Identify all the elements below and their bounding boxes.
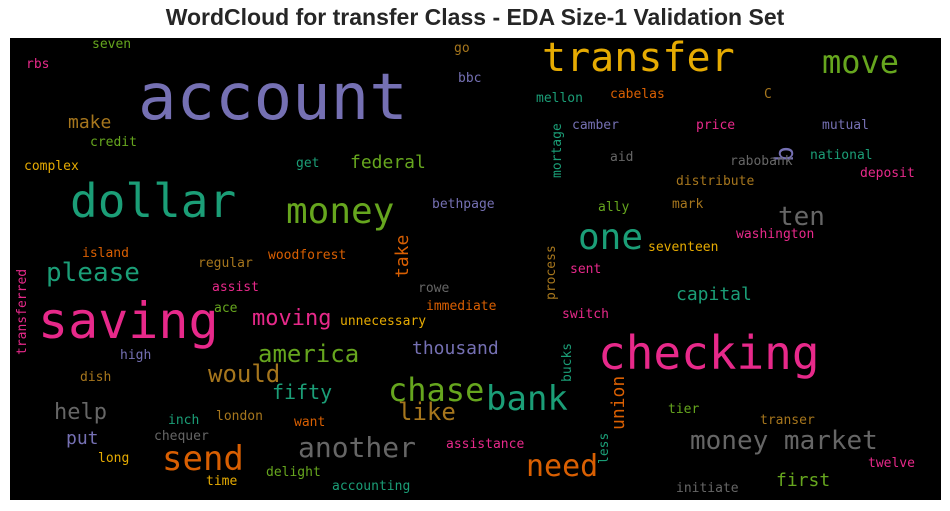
word-assist: assist (212, 280, 259, 295)
word-deposit: deposit (860, 166, 915, 181)
word-long: long (98, 451, 130, 466)
word-bethpage: bethpage (432, 197, 495, 212)
word-time: time (206, 474, 238, 489)
word-london: london (216, 409, 263, 424)
word-delight: delight (266, 465, 321, 480)
word-america: america (258, 340, 360, 368)
word-credit: credit (90, 135, 137, 150)
word-initiate: initiate (676, 481, 739, 496)
word-accounting: accounting (332, 479, 411, 494)
word-account: account (138, 61, 408, 135)
word-one: one (578, 217, 644, 258)
word-island: island (82, 246, 129, 261)
word-get: get (296, 156, 320, 171)
word-first: first (776, 470, 831, 491)
word-dollar: dollar (70, 174, 237, 228)
word-checking: checking (598, 326, 820, 380)
word-price: price (696, 118, 736, 133)
word-take: take (392, 234, 413, 278)
word-ace: ace (214, 301, 238, 316)
word-help: help (54, 400, 107, 425)
word-want: want (294, 415, 326, 430)
word-ten: ten (778, 202, 825, 232)
word-regular: regular (198, 256, 253, 271)
word-unnecessary: unnecessary (340, 314, 427, 329)
word-put: put (66, 428, 99, 449)
word-federal: federal (350, 152, 426, 173)
word-chase: chase (388, 371, 485, 409)
word-go: go (454, 41, 470, 56)
word-send: send (162, 439, 244, 479)
word-thousand: thousand (412, 338, 499, 359)
word-rbs: rbs (26, 57, 50, 72)
word-transer: transer (760, 413, 815, 428)
word-rowe: rowe (418, 281, 450, 296)
word-inch: inch (168, 413, 200, 428)
word-make: make (68, 112, 112, 133)
word-transfer: transfer (542, 38, 735, 81)
word-c: C (764, 87, 772, 102)
word-mellon: mellon (536, 91, 583, 106)
word-mutual: mutual (822, 118, 869, 133)
word-bank: bank (486, 379, 568, 419)
word-fifty: fifty (272, 380, 333, 404)
word-twelve: twelve (868, 456, 915, 471)
word-washington: washington (736, 227, 815, 242)
word-bucks: bucks (560, 342, 575, 382)
word-bbc: bbc (458, 71, 482, 86)
word-complex: complex (24, 159, 79, 174)
word-need: need (526, 449, 599, 484)
word-tier: tier (668, 402, 700, 417)
word-aid: aid (610, 150, 634, 165)
word-rabobank: rabobank (730, 154, 793, 169)
word-moving: moving (252, 306, 332, 331)
word-money: money (286, 191, 395, 232)
word-switch: switch (562, 307, 609, 322)
chart-title: WordCloud for transfer Class - EDA Size-… (165, 4, 785, 30)
word-immediate: immediate (426, 299, 497, 314)
word-money-market: money market (690, 426, 878, 456)
word-capital: capital (676, 284, 752, 305)
word-national: national (810, 148, 873, 163)
word-cloud-canvas: account transfer move dollar money savin… (10, 38, 941, 500)
word-mortage: mortage (550, 123, 565, 178)
word-sent: sent (570, 262, 602, 277)
word-cabelas: cabelas (610, 87, 665, 102)
word-woodforest: woodforest (268, 248, 347, 263)
word-seventeen: seventeen (648, 240, 719, 255)
word-like: like (398, 398, 456, 426)
word-high: high (120, 348, 152, 363)
word-process: process (544, 245, 559, 300)
word-union: union (608, 375, 629, 430)
word-camber: camber (572, 118, 619, 133)
word-chequer: chequer (154, 429, 209, 444)
word-would: would (208, 360, 281, 388)
word-saving: saving (38, 292, 219, 350)
word-transferred: transferred (15, 268, 30, 355)
word-ally: ally (598, 200, 630, 215)
word-seven: seven (92, 38, 132, 52)
word-please: please (46, 258, 140, 288)
word-assistance: assistance (446, 437, 525, 452)
word-distribute: distribute (676, 174, 755, 189)
word-move: move (822, 43, 900, 81)
word-mark: mark (672, 197, 704, 212)
word-less: less (597, 432, 612, 464)
word-dish: dish (80, 370, 112, 385)
word-another: another (298, 431, 417, 464)
